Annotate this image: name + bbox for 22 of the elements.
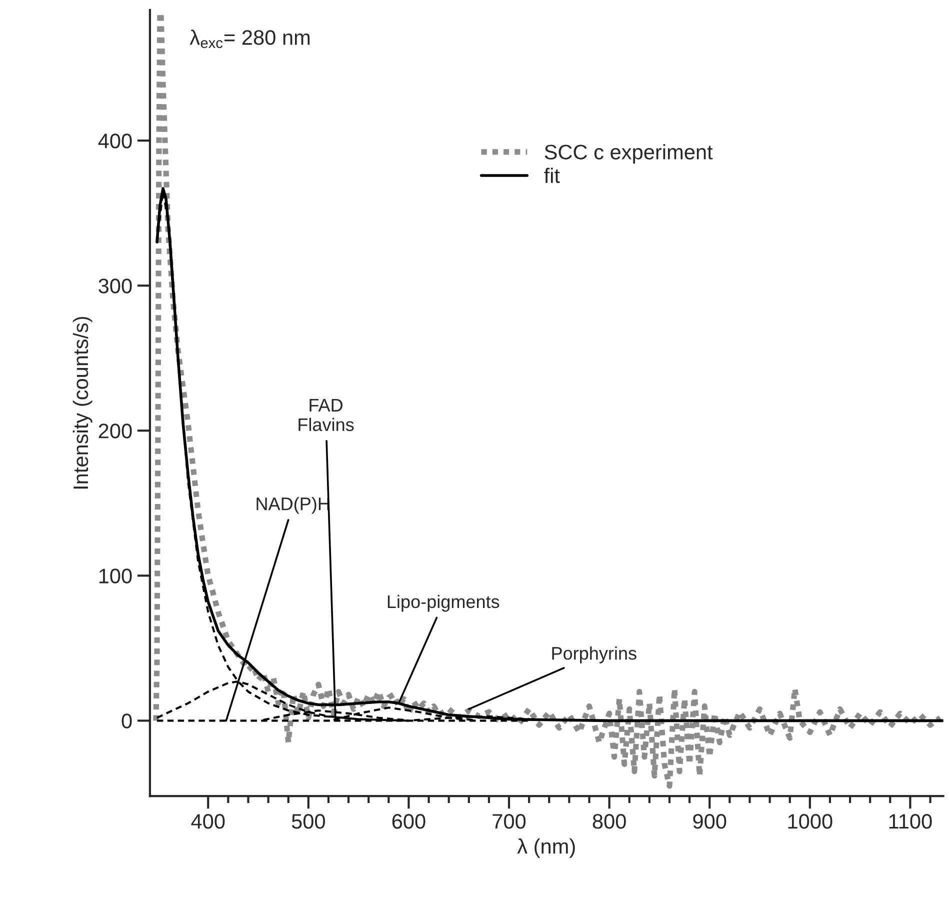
x-tick-label: 400 [191, 814, 225, 829]
x-tick-label: 900 [693, 814, 726, 829]
y-axis-title: Intensity (counts/s) [72, 316, 92, 489]
x-tick-label: 600 [392, 814, 426, 829]
annotation: Porphyrins [552, 646, 636, 664]
x-tick-label: 500 [292, 814, 325, 829]
annotation: NAD(P)H [256, 496, 329, 514]
y-tick-label: 400 [98, 134, 132, 148]
y-tick-label: 100 [99, 568, 132, 584]
annotation: FAD Flavins [298, 399, 354, 432]
x-tick-label: 800 [592, 814, 626, 829]
legend-label: SCC c experiment [544, 144, 713, 164]
x-tick-label: 1000 [788, 814, 832, 829]
annotation: λ$_{exc}$= 280 nm [190, 30, 310, 48]
y-tick-label: 300 [98, 278, 132, 294]
annotation: Lipo-pigments [388, 594, 500, 612]
x-tick-label: 1100 [889, 814, 932, 829]
y-tick-label: 200 [98, 424, 132, 438]
legend-label: fit [544, 168, 560, 183]
x-axis-title: λ (nm) [517, 838, 575, 858]
x-tick-label: 700 [492, 814, 526, 829]
y-tick-label: 0 [122, 714, 132, 728]
